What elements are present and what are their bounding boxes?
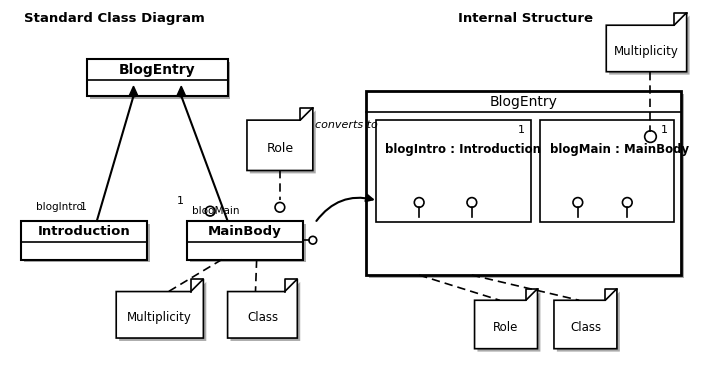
Text: converts to: converts to [315, 120, 378, 130]
Text: MainBody: MainBody [208, 225, 282, 238]
Polygon shape [119, 282, 206, 341]
Bar [22, 221, 147, 260]
Polygon shape [177, 86, 186, 97]
Polygon shape [227, 279, 298, 338]
Polygon shape [247, 108, 313, 171]
Bar [190, 224, 306, 263]
Polygon shape [250, 111, 315, 173]
Polygon shape [609, 16, 690, 75]
Bar [187, 221, 303, 260]
Polygon shape [230, 282, 300, 341]
Polygon shape [607, 13, 687, 72]
Bar [24, 224, 150, 263]
Polygon shape [129, 86, 138, 97]
Bar [376, 120, 531, 222]
Text: Standard Class Diagram: Standard Class Diagram [24, 12, 204, 25]
Text: 1: 1 [80, 202, 87, 212]
FancyArrowPatch shape [316, 195, 373, 221]
Text: BlogEntry: BlogEntry [119, 63, 196, 77]
Polygon shape [554, 289, 617, 349]
Text: Multiplicity: Multiplicity [614, 45, 679, 58]
Text: blogMain : MainBody: blogMain : MainBody [550, 143, 689, 156]
Text: BlogEntry: BlogEntry [490, 95, 557, 109]
Polygon shape [478, 292, 541, 352]
Text: Class: Class [247, 311, 278, 324]
Bar [541, 120, 674, 222]
Polygon shape [116, 279, 204, 338]
Text: 1: 1 [661, 125, 668, 135]
Bar [87, 59, 227, 96]
Text: Internal Structure: Internal Structure [458, 12, 594, 25]
Polygon shape [475, 289, 538, 349]
Text: Role: Role [493, 321, 518, 334]
Text: Class: Class [570, 321, 601, 334]
Bar [90, 62, 230, 99]
Bar [369, 94, 684, 278]
Text: blogIntro: blogIntro [36, 202, 82, 212]
Bar [366, 91, 681, 275]
Text: 1: 1 [518, 125, 525, 135]
Text: Multiplicity: Multiplicity [128, 311, 192, 324]
Polygon shape [557, 292, 619, 352]
Text: 1: 1 [177, 197, 184, 207]
Text: Introduction: Introduction [38, 225, 130, 238]
Text: blogIntro : Introduction: blogIntro : Introduction [386, 143, 541, 156]
Text: blogMain: blogMain [191, 206, 239, 216]
Text: Role: Role [266, 142, 293, 155]
